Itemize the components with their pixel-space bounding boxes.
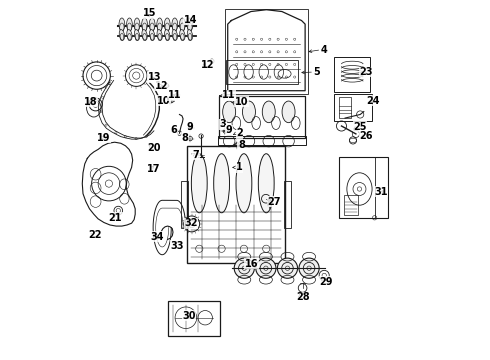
Circle shape bbox=[234, 258, 254, 278]
Text: 4: 4 bbox=[321, 45, 328, 55]
Text: 23: 23 bbox=[359, 67, 373, 77]
Bar bbox=[181, 181, 188, 228]
Text: 33: 33 bbox=[171, 240, 184, 251]
Ellipse shape bbox=[157, 30, 162, 40]
Circle shape bbox=[277, 258, 297, 278]
Text: 28: 28 bbox=[296, 292, 309, 302]
Ellipse shape bbox=[119, 30, 124, 40]
Text: 17: 17 bbox=[147, 164, 160, 174]
Text: 11: 11 bbox=[168, 90, 181, 100]
Ellipse shape bbox=[142, 18, 147, 31]
Text: 1: 1 bbox=[236, 162, 243, 172]
Text: 11: 11 bbox=[222, 90, 236, 100]
Text: 34: 34 bbox=[150, 232, 164, 242]
Bar bbox=[225, 9, 308, 94]
Text: 10: 10 bbox=[235, 96, 248, 107]
Bar bbox=[219, 136, 306, 145]
Bar bbox=[284, 181, 291, 228]
Ellipse shape bbox=[142, 30, 147, 40]
Ellipse shape bbox=[187, 18, 193, 31]
Ellipse shape bbox=[164, 18, 170, 31]
Text: 29: 29 bbox=[319, 276, 333, 287]
Text: 9: 9 bbox=[187, 122, 194, 132]
Ellipse shape bbox=[262, 101, 275, 123]
Text: 12: 12 bbox=[155, 81, 168, 91]
Text: 18: 18 bbox=[84, 96, 98, 107]
Text: 27: 27 bbox=[267, 197, 281, 207]
Ellipse shape bbox=[187, 30, 193, 40]
Text: 22: 22 bbox=[88, 230, 101, 240]
Text: 8: 8 bbox=[182, 132, 189, 143]
Ellipse shape bbox=[258, 154, 274, 213]
Ellipse shape bbox=[172, 30, 177, 40]
Circle shape bbox=[256, 258, 276, 278]
Ellipse shape bbox=[134, 30, 140, 40]
Text: 6: 6 bbox=[171, 125, 177, 135]
Ellipse shape bbox=[222, 101, 236, 123]
Ellipse shape bbox=[149, 18, 155, 31]
Text: 26: 26 bbox=[359, 131, 373, 141]
Text: 15: 15 bbox=[143, 8, 156, 18]
Text: 20: 20 bbox=[147, 143, 161, 153]
Text: 2: 2 bbox=[236, 128, 243, 138]
Ellipse shape bbox=[282, 101, 295, 123]
Ellipse shape bbox=[180, 30, 185, 40]
Text: 5: 5 bbox=[314, 67, 320, 77]
Text: 10: 10 bbox=[157, 96, 171, 106]
Bar bbox=[344, 195, 358, 215]
Ellipse shape bbox=[165, 30, 170, 40]
Ellipse shape bbox=[134, 18, 140, 31]
Text: 8: 8 bbox=[238, 140, 245, 150]
Bar bbox=[339, 157, 388, 218]
Text: 3: 3 bbox=[220, 119, 226, 129]
Ellipse shape bbox=[157, 18, 163, 31]
Text: 25: 25 bbox=[353, 122, 367, 132]
Bar bbox=[334, 57, 370, 92]
Ellipse shape bbox=[236, 154, 252, 213]
Ellipse shape bbox=[179, 18, 185, 31]
Ellipse shape bbox=[119, 18, 125, 31]
Text: 7: 7 bbox=[192, 150, 199, 160]
Ellipse shape bbox=[214, 154, 229, 213]
Text: 14: 14 bbox=[184, 15, 197, 25]
Bar bbox=[339, 97, 351, 118]
Text: 21: 21 bbox=[109, 213, 122, 223]
Ellipse shape bbox=[192, 154, 207, 213]
Ellipse shape bbox=[149, 30, 155, 40]
Bar bbox=[187, 146, 285, 263]
Ellipse shape bbox=[127, 30, 132, 40]
Bar bbox=[226, 60, 298, 84]
Text: 24: 24 bbox=[367, 96, 380, 106]
Ellipse shape bbox=[126, 18, 132, 31]
Text: 32: 32 bbox=[184, 218, 198, 228]
Bar bbox=[219, 96, 305, 138]
Bar bbox=[334, 94, 372, 121]
Text: 16: 16 bbox=[245, 258, 258, 269]
Text: 13: 13 bbox=[147, 72, 161, 82]
Bar bbox=[168, 301, 220, 336]
Text: 12: 12 bbox=[201, 60, 214, 70]
Text: 19: 19 bbox=[97, 132, 111, 143]
Circle shape bbox=[299, 258, 319, 278]
Ellipse shape bbox=[172, 18, 178, 31]
Text: 9: 9 bbox=[226, 125, 233, 135]
Text: 30: 30 bbox=[182, 311, 196, 321]
Ellipse shape bbox=[243, 101, 255, 123]
Text: 31: 31 bbox=[374, 186, 388, 197]
